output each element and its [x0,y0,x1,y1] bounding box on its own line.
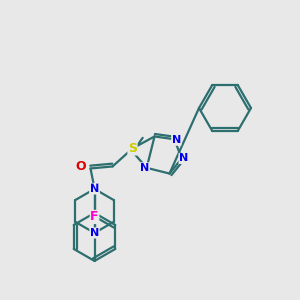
Text: F: F [90,211,99,224]
Text: N: N [140,163,149,173]
Text: N: N [90,228,99,238]
Text: N: N [179,154,188,164]
Text: N: N [90,184,99,194]
Text: S: S [128,142,137,155]
Text: N: N [90,184,99,194]
Text: N: N [172,135,181,145]
Text: O: O [75,160,86,173]
